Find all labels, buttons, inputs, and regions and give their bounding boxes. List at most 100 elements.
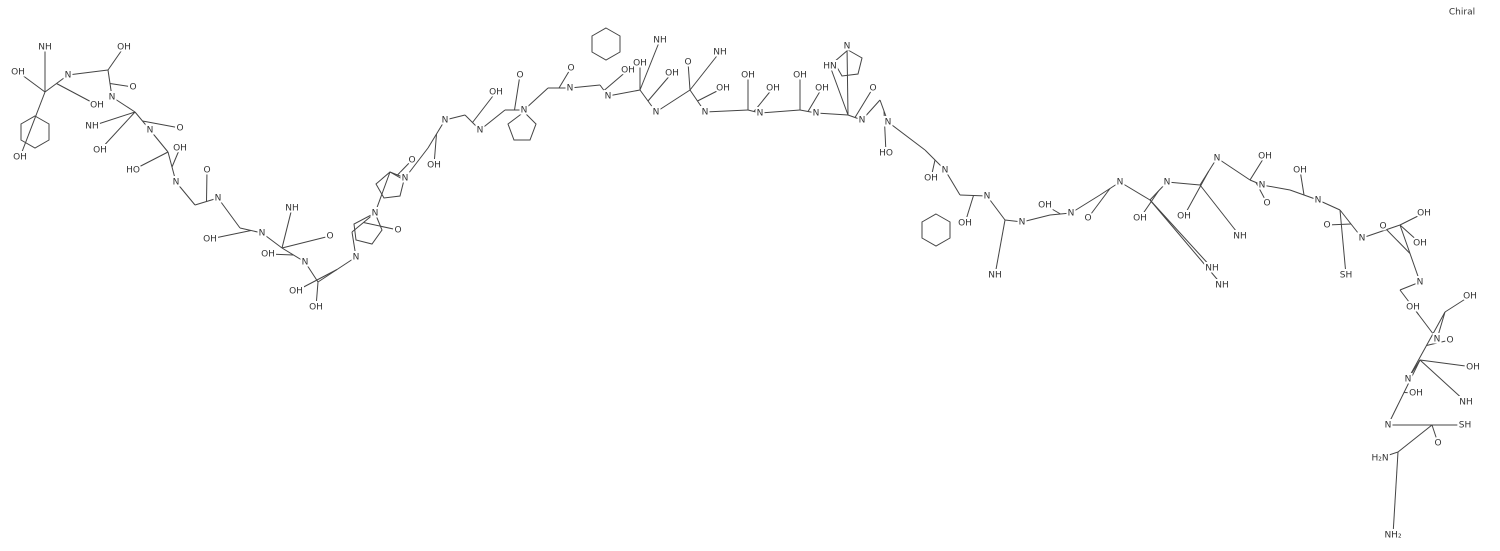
atom-label: OH: [90, 101, 104, 111]
bond: [19, 91, 46, 158]
atom-label: OH: [93, 146, 107, 156]
bond: [304, 261, 319, 283]
bond: [261, 232, 283, 249]
bond: [315, 281, 319, 308]
atom-label: O: [326, 232, 333, 242]
atom-label: N: [477, 126, 484, 136]
atom-label: NH: [1459, 398, 1473, 408]
bond: [217, 197, 241, 229]
pro-ring: [375, 171, 405, 199]
bond: [1216, 157, 1251, 181]
atom-label: N: [757, 109, 764, 119]
bond: [1397, 424, 1433, 453]
atom-label: N: [1259, 181, 1266, 191]
atom-label: OH: [716, 84, 730, 94]
bond: [1326, 223, 1352, 226]
atom-label: OH: [1409, 389, 1423, 399]
atom-label: OH: [633, 59, 647, 69]
atom-label: N: [173, 178, 180, 188]
atom-label: N: [1405, 375, 1412, 385]
atom-label: SH: [1340, 271, 1352, 281]
atom-label: N: [109, 93, 116, 103]
atom-label: OH: [665, 69, 679, 79]
bond: [142, 120, 181, 129]
atom-label: N: [1385, 421, 1392, 431]
atom-label: O: [1084, 214, 1091, 224]
atom-label: OH: [621, 66, 635, 76]
atom-label: OH: [489, 88, 503, 98]
bond: [281, 207, 293, 249]
bond: [171, 147, 181, 168]
bond: [91, 111, 136, 127]
atom-label: O: [129, 83, 136, 93]
atom-label: N: [372, 209, 379, 219]
bond: [964, 195, 974, 224]
atom-label: OH: [1417, 209, 1431, 219]
atom-label: NH: [713, 48, 727, 58]
atom-label: OH: [741, 71, 755, 81]
bond: [267, 253, 294, 256]
atom-label: N: [402, 174, 409, 184]
bond: [109, 83, 134, 88]
bond: [1339, 209, 1347, 276]
atom-label: NH: [1233, 232, 1247, 242]
bond: [1044, 204, 1061, 215]
bond: [697, 87, 724, 102]
atom-label: N: [147, 126, 154, 136]
atom-label: N: [1164, 178, 1171, 188]
atom-label: HO: [879, 149, 893, 159]
atom-label: O: [684, 58, 691, 68]
atom-label: HN: [823, 62, 837, 72]
bond: [1379, 451, 1399, 459]
bonds: [17, 27, 1474, 536]
atom-label: N: [65, 71, 72, 81]
atom-label: OH: [11, 68, 25, 78]
bond: [829, 65, 849, 116]
atom-label: NH: [653, 36, 667, 46]
atom-label: O: [1263, 199, 1270, 209]
bond: [295, 269, 338, 292]
atom-label: HO: [126, 166, 140, 176]
bond: [994, 219, 1006, 276]
atom-label: N: [984, 192, 991, 202]
atom-label: N: [1359, 234, 1366, 244]
bond: [107, 46, 125, 71]
atom-label: NH: [285, 204, 299, 214]
atom-label: OH: [117, 43, 131, 53]
atom-label: N: [942, 166, 949, 176]
bond: [472, 91, 497, 123]
bond: [1261, 184, 1291, 191]
bond: [1021, 214, 1051, 223]
atom-label: O: [176, 124, 183, 134]
atom-label: NH: [1215, 281, 1229, 291]
phe-ring: [921, 213, 951, 247]
atom-label: O: [1379, 222, 1386, 232]
atom-label: N: [605, 92, 612, 102]
atom-label: N: [885, 118, 892, 128]
bond: [523, 87, 549, 111]
bond: [1426, 339, 1451, 346]
bond: [607, 89, 641, 97]
atom-label: OH: [766, 84, 780, 94]
atom-label: OH: [427, 161, 441, 171]
bond: [363, 222, 399, 231]
atom-label: OH: [309, 303, 323, 313]
bond: [149, 129, 169, 153]
bond: [986, 195, 1006, 221]
atom-label: O: [203, 166, 210, 176]
bond: [1392, 451, 1399, 536]
atom-label: N: [302, 258, 309, 268]
atom-label: N: [521, 106, 528, 116]
atom-label: OH: [1038, 201, 1052, 211]
bond: [569, 84, 601, 89]
atom-label: SH: [1459, 421, 1471, 431]
his-ring: [833, 49, 863, 77]
bond: [1087, 188, 1111, 219]
atom-label: N: [1434, 335, 1441, 345]
atom-label: N: [844, 42, 851, 52]
atom-label: N: [1068, 209, 1075, 219]
atom-label: OH: [289, 287, 303, 297]
bond: [1403, 392, 1417, 394]
